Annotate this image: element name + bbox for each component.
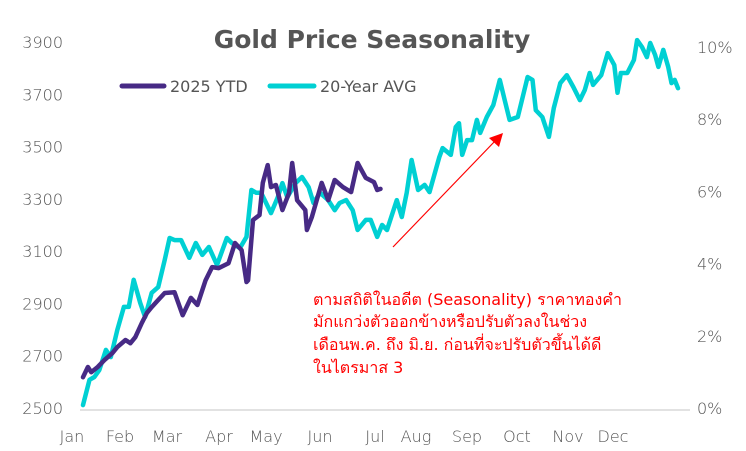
x-axis-tick-label: Jul — [365, 427, 384, 446]
series-line-20-year-avg — [80, 37, 681, 408]
right-axis-tick-label: 4% — [697, 255, 722, 274]
annotation-text: ตามสถิติในอดีต (Seasonality) ราคาทองคำ ม… — [313, 290, 622, 377]
left-axis-tick-label: 3300 — [22, 190, 63, 209]
x-axis: Jan Feb Mar Apr May Jun Jul Aug Sep Oct Nov Dec — [60, 427, 629, 446]
x-axis-tick-label: May — [249, 427, 282, 446]
x-axis-tick-label: Aug — [401, 427, 432, 446]
x-axis-tick-label: Mar — [152, 427, 183, 446]
x-axis-tick-label: Jan — [60, 427, 85, 446]
right-axis-tick-label: 10% — [697, 38, 733, 57]
legend-label-20-year-avg: 20-Year AVG — [320, 77, 416, 96]
trend-arrow-line — [392, 139, 497, 248]
annotation-line: มักแกว่งตัวออกข้างหรือปรับตัวลงในช่วง — [313, 312, 587, 331]
x-axis-tick-label: Apr — [205, 427, 233, 446]
chart-title: Gold Price Seasonality — [214, 25, 531, 54]
annotation-line: ตามสถิติในอดีต (Seasonality) ราคาทองคำ — [313, 290, 622, 309]
left-axis-tick-label: 2500 — [22, 399, 63, 418]
legend: 2025 YTD 20-Year AVG — [119, 77, 416, 96]
right-axis-tick-label: 2% — [697, 327, 722, 346]
annotation-line: ในไตรมาส 3 — [313, 358, 403, 377]
series-line-2025-ytd — [80, 160, 383, 380]
x-axis-tick-label: Nov — [552, 427, 583, 446]
annotation-line: เดือนพ.ค. ถึง มิ.ย. ก่อนที่จะปรับตัวขึ้น… — [313, 333, 601, 354]
right-axis: 0% 2% 4% 6% 8% 10% — [697, 38, 733, 418]
x-axis-tick-label: Oct — [503, 427, 531, 446]
left-axis-tick-label: 2900 — [22, 294, 63, 313]
left-axis-tick-label: 3500 — [22, 138, 63, 157]
trend-arrow — [392, 133, 503, 248]
left-axis-tick-label: 2700 — [22, 347, 63, 366]
left-axis-tick-label: 3900 — [22, 33, 63, 52]
left-axis-tick-label: 3700 — [22, 85, 63, 104]
left-axis: 2500 2700 2900 3100 3300 3500 3700 3900 — [22, 33, 63, 418]
trend-arrow-head — [489, 133, 503, 147]
right-axis-tick-label: 6% — [697, 182, 722, 201]
left-axis-tick-label: 3100 — [22, 242, 63, 261]
x-axis-tick-label: Sep — [452, 427, 482, 446]
x-axis-tick-label: Dec — [598, 427, 629, 446]
x-axis-tick-label: Feb — [106, 427, 134, 446]
series-lines — [80, 37, 681, 408]
legend-label-2025-ytd: 2025 YTD — [170, 77, 248, 96]
right-axis-tick-label: 8% — [697, 110, 722, 129]
right-axis-tick-label: 0% — [697, 399, 722, 418]
x-axis-tick-label: Jun — [308, 427, 333, 446]
